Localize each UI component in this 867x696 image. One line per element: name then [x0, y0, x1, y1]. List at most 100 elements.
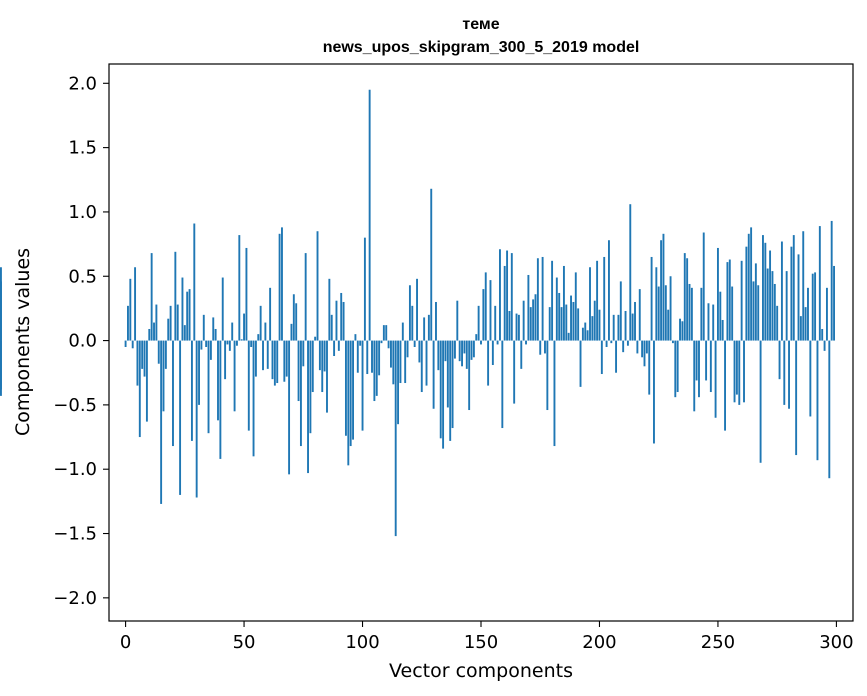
bar-140 [456, 300, 459, 341]
bar-166 [517, 314, 520, 341]
y-tick-label-8: −2.0 [53, 588, 97, 609]
bar-139 [453, 340, 456, 359]
bar-74 [299, 340, 302, 447]
y-axis-label: Components values [12, 248, 34, 436]
bar-295 [823, 340, 826, 351]
bar-245 [705, 340, 708, 381]
bar-94 [347, 340, 350, 466]
bar-108 [380, 340, 383, 344]
bar-263 [747, 233, 750, 341]
bar-54 [252, 340, 255, 457]
bar-241 [695, 340, 698, 381]
bar-186 [565, 304, 568, 341]
bar-174 [536, 258, 539, 341]
bar-163 [510, 253, 513, 341]
bar-157 [496, 340, 499, 345]
bar-291 [814, 272, 817, 341]
bar-151 [482, 289, 485, 341]
bar-251 [719, 291, 722, 341]
bar-194 [584, 322, 587, 341]
bar-112 [390, 340, 392, 368]
bar-152 [484, 272, 487, 341]
bar-116 [399, 340, 402, 384]
bar-289 [809, 340, 812, 417]
bar-256 [731, 286, 734, 341]
bar-146 [470, 340, 473, 360]
x-tick-label-100: 100 [345, 632, 379, 653]
bar-114 [394, 340, 397, 537]
bar-201 [600, 340, 603, 375]
x-tick-label-0: 0 [120, 632, 131, 653]
x-tick-label-250: 250 [701, 632, 735, 653]
bar-178 [546, 340, 549, 411]
bar-147 [472, 340, 475, 358]
bar-272 [769, 250, 772, 341]
bar-283 [795, 340, 798, 456]
bar-175 [539, 340, 542, 355]
bar-7 [141, 340, 144, 369]
bar-179 [548, 307, 551, 341]
bar-2 [129, 278, 132, 341]
bar-46 [233, 340, 236, 412]
bar-115 [397, 340, 400, 425]
bar-51 [245, 247, 248, 341]
bar-75 [302, 340, 305, 367]
bar-218 [641, 340, 644, 358]
bar-42 [224, 340, 227, 380]
bar-53 [250, 340, 253, 347]
bar-212 [626, 340, 629, 346]
bar-1 [127, 305, 129, 341]
bar-20 [172, 340, 174, 447]
bar-66 [281, 227, 283, 341]
bar-138 [451, 340, 454, 429]
bar-155 [491, 340, 494, 366]
bar-148 [475, 334, 478, 341]
bar-280 [788, 340, 790, 409]
bar-284 [797, 254, 800, 341]
bar-44 [228, 340, 231, 351]
bar-153 [487, 340, 490, 386]
bar-285 [799, 316, 802, 341]
bar-247 [709, 340, 712, 393]
bar-48 [238, 235, 241, 341]
bar-208 [617, 314, 620, 341]
bar-287 [804, 307, 807, 341]
bar-191 [577, 308, 580, 341]
bar-181 [553, 340, 556, 447]
bar-3 [131, 340, 134, 349]
bar-30 [195, 340, 198, 498]
bar-222 [650, 256, 653, 341]
bar-47 [236, 340, 238, 346]
bar-202 [603, 256, 606, 341]
bar-56 [257, 334, 260, 341]
bar-249 [714, 340, 717, 418]
bar-122 [413, 340, 416, 347]
bar-50 [243, 313, 246, 341]
y-tick-label-1: 1.5 [68, 138, 97, 159]
bar-129 [430, 188, 433, 341]
bar-173 [534, 294, 537, 341]
bar-288 [807, 287, 809, 341]
bar-85 [326, 340, 328, 413]
bar-109 [382, 325, 385, 341]
bar-78 [309, 340, 312, 434]
bar-196 [589, 267, 591, 341]
bar-290 [811, 273, 814, 341]
bar-282 [792, 235, 795, 341]
bar-292 [816, 340, 819, 461]
x-tick-label-200: 200 [582, 632, 616, 653]
bar-221 [648, 340, 651, 395]
bar-231 [671, 340, 674, 344]
bar-158 [499, 249, 501, 341]
bar-298 [830, 220, 833, 341]
bar-160 [503, 265, 506, 341]
bar-164 [513, 340, 516, 404]
bar-143 [463, 340, 466, 354]
x-tick-label-150: 150 [464, 632, 498, 653]
bar-45 [231, 322, 234, 341]
bar-197 [591, 316, 594, 341]
bar-167 [520, 340, 523, 369]
bar-95 [349, 340, 352, 447]
bar-169 [525, 340, 527, 345]
bar-99 [359, 340, 362, 346]
